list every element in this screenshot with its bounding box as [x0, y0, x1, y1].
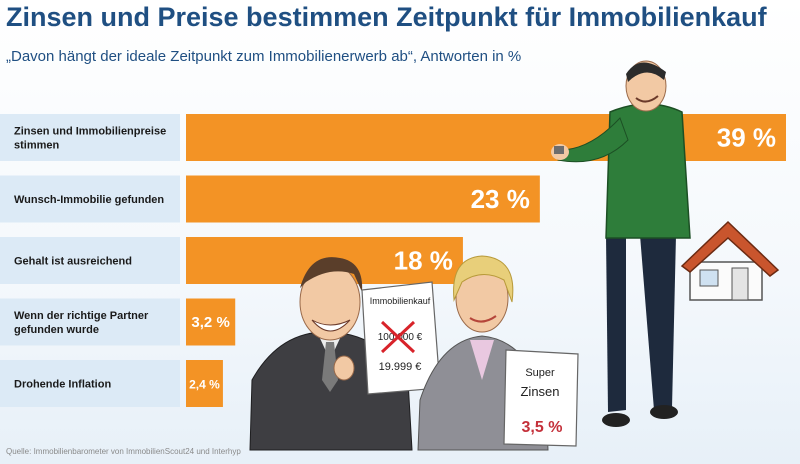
value-label: 18 %	[394, 246, 453, 276]
value-label: 3,2 %	[191, 314, 229, 331]
category-label: Wenn der richtige Partner gefunden wurde	[14, 310, 149, 336]
category-label: Wunsch-Immobilie gefunden	[14, 194, 164, 206]
bar	[186, 360, 223, 407]
source-note: Quelle: Immobilienbarometer von Immobili…	[6, 447, 241, 456]
category-row-bg	[0, 298, 180, 346]
man-green-shirt-illustration	[551, 60, 691, 427]
new-price: 19.999 €	[379, 361, 422, 373]
category-row-bg	[0, 175, 180, 223]
chart-subtitle: „Davon hängt der ideale Zeitpunkt zum Im…	[6, 48, 522, 65]
category-row-bg	[0, 360, 180, 407]
category-label: Zinsen und Immobilienpreise stimmen	[14, 126, 166, 152]
super-label: Super	[525, 367, 555, 379]
man-suit-illustration: Immobilienkauf 100.000 € 19.999 €	[249, 257, 441, 451]
category-row-bg	[0, 237, 180, 284]
category-rows: Zinsen und Immobilienpreise stimmen Wunsch…	[0, 114, 180, 407]
value-label: 39 %	[717, 123, 776, 153]
value-label: 23 %	[471, 184, 530, 214]
house-illustration	[680, 220, 780, 301]
zinsen-label: Zinsen	[520, 384, 559, 399]
chart-title: Zinsen und Preise bestimmen Zeitpunkt fü…	[6, 2, 767, 32]
price-sign: Immobilienkauf 100.000 € 19.999 €	[361, 281, 441, 395]
bar	[186, 114, 786, 161]
bars	[186, 114, 786, 407]
woman-illustration: Super Zinsen 3,5 %	[417, 255, 579, 451]
category-label: Gehalt ist ausreichend	[14, 256, 132, 268]
rate-label: 3,5 %	[522, 419, 563, 436]
interest-sign: Super Zinsen 3,5 %	[503, 349, 579, 447]
sign-title: Immobilienkauf	[370, 296, 431, 306]
cross-mark	[380, 320, 416, 354]
category-label: Drohende Inflation	[14, 379, 111, 391]
category-row-bg	[0, 114, 180, 161]
value-label: 2,4 %	[189, 378, 220, 392]
value-labels: 39 % 23 % 18 % 3,2 % 2,4 %	[189, 123, 776, 392]
bar	[186, 298, 236, 346]
bar	[186, 175, 540, 223]
